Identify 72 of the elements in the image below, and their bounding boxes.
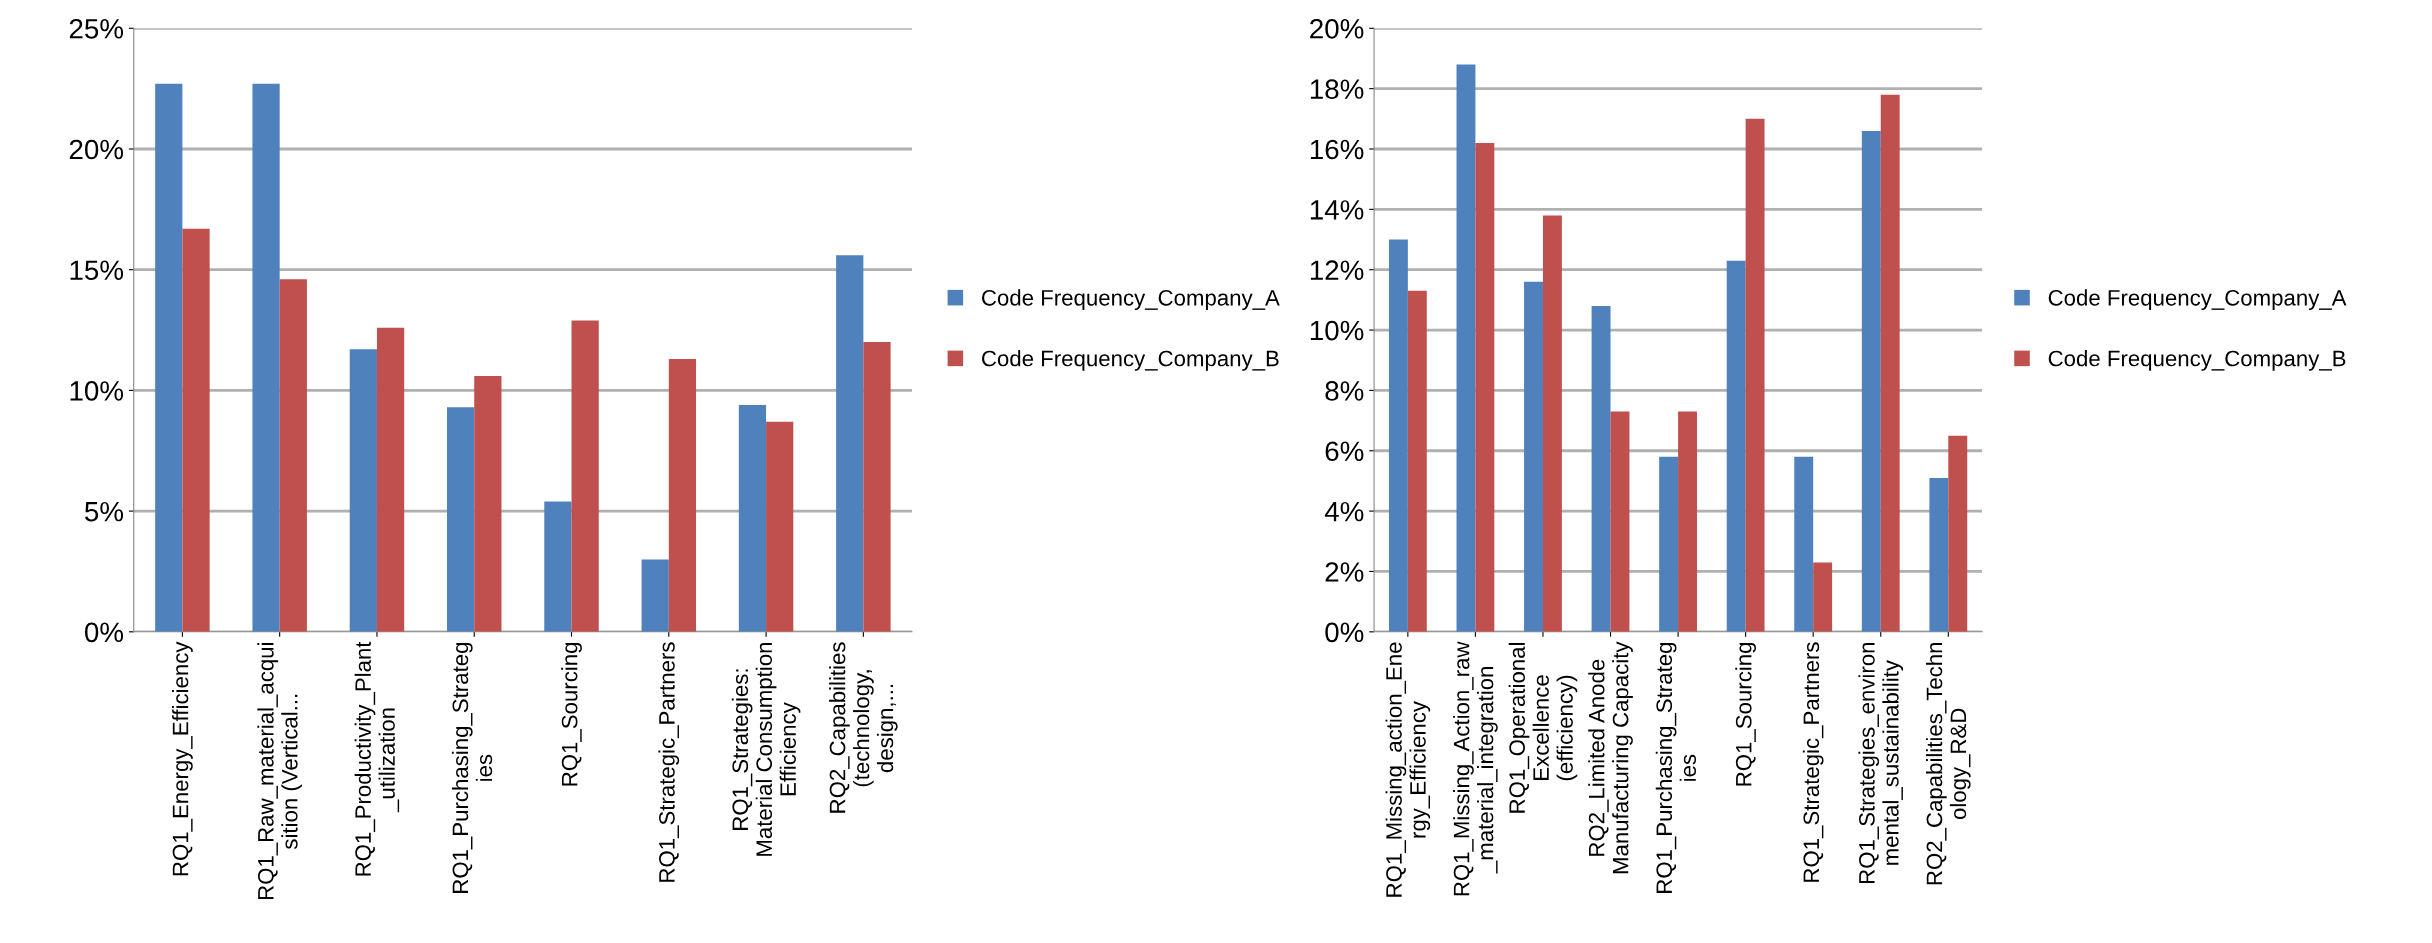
x-tick-label: RQ1_Energy_Efficiency [172, 641, 193, 876]
y-tick-label: 0% [1325, 622, 1364, 643]
bar [349, 349, 377, 632]
bar [279, 279, 307, 632]
y-tick-label: 10% [1310, 320, 1364, 341]
bar [1745, 118, 1765, 632]
bar [641, 559, 669, 632]
bar [1475, 142, 1495, 632]
x-tick-label: RQ1_Purchasing_Strategies [1655, 642, 1697, 893]
y-tick-label: 2% [1325, 562, 1364, 582]
x-tick-label: RQ1_Missing_Action_raw_material_integration [1453, 641, 1498, 896]
x-tick-label: RQ2_Capabilities (technology, design,... [829, 642, 898, 813]
legend-label: Code Frequency_Company_A [982, 289, 1280, 311]
legend-label: Code Frequency_Company_B [982, 350, 1279, 371]
bar [863, 342, 891, 632]
bar [182, 228, 210, 632]
x-tick-label: RQ1_Sourcing [561, 642, 582, 786]
bar [376, 327, 405, 632]
bar [738, 404, 767, 632]
bar [1456, 64, 1476, 632]
bar [252, 83, 280, 632]
bar [1861, 130, 1881, 632]
bar [1610, 411, 1630, 632]
legend-label: Code Frequency_Company_A [2048, 289, 2347, 311]
bar [1678, 411, 1697, 632]
y-tick-label: 16% [1310, 139, 1364, 160]
bar [1929, 477, 1949, 632]
x-tick-label: RQ2_Limited Anode Manufacturing Capacity [1588, 641, 1633, 874]
y-tick-label: 12% [1310, 260, 1364, 280]
bar [766, 421, 794, 632]
bar [1880, 94, 1900, 632]
x-tick-label: RQ2_Capabilities_Technology_R&D [1925, 642, 1971, 885]
y-tick-label: 14% [1310, 200, 1364, 220]
x-tick-label: RQ1_Strategies: Material Consumption Efficiency [731, 642, 801, 856]
x-tick-label: RQ1_Raw_material_acquisition (Vertical... [257, 643, 302, 900]
bar [447, 407, 475, 632]
x-tick-label: RQ1_Productivity_Plant_utilization [354, 641, 400, 876]
y-tick-label: 0% [84, 622, 124, 643]
bar [474, 375, 502, 632]
bar [571, 320, 599, 632]
y-tick-label: 5% [85, 501, 124, 522]
bar [668, 359, 697, 632]
y-tick-label: 4% [1324, 501, 1364, 522]
x-tick-label: RQ1_Operational Excellence (efficiency) [1508, 643, 1578, 813]
bar [1948, 435, 1968, 632]
bar [1794, 456, 1814, 632]
bar [544, 501, 572, 632]
bar [1813, 562, 1833, 632]
bar [1388, 239, 1408, 632]
x-tick-label: RQ1_Sourcing [1735, 642, 1756, 786]
x-tick-label: RQ1_Purchasing_Strategies [451, 642, 493, 893]
bar [1407, 290, 1427, 632]
x-tick-label: RQ1_Missing_action_Energy_Efficiency [1385, 642, 1431, 897]
bar [1726, 260, 1746, 632]
bar [1542, 215, 1562, 632]
bar [1591, 305, 1611, 632]
y-tick-label: 6% [1325, 441, 1364, 462]
bar [155, 83, 183, 632]
y-tick-label: 8% [1325, 381, 1364, 401]
y-tick-label: 20% [1310, 18, 1364, 39]
y-tick-label: 15% [70, 260, 124, 281]
bar [1524, 281, 1543, 632]
y-tick-label: 25% [69, 18, 124, 39]
x-tick-label: RQ1_Strategic_Partners [1802, 642, 1824, 882]
x-tick-label: RQ1_Strategic_Partners [658, 642, 680, 882]
legend-label: Code Frequency_Company_B [2048, 350, 2346, 371]
y-tick-label: 18% [1310, 79, 1364, 99]
y-tick-label: 10% [70, 381, 124, 401]
x-tick-label: RQ1_Strategies_environmental_sustainability [1858, 642, 1904, 884]
bar [836, 255, 864, 632]
y-tick-label: 20% [69, 139, 124, 160]
bar [1659, 456, 1679, 632]
